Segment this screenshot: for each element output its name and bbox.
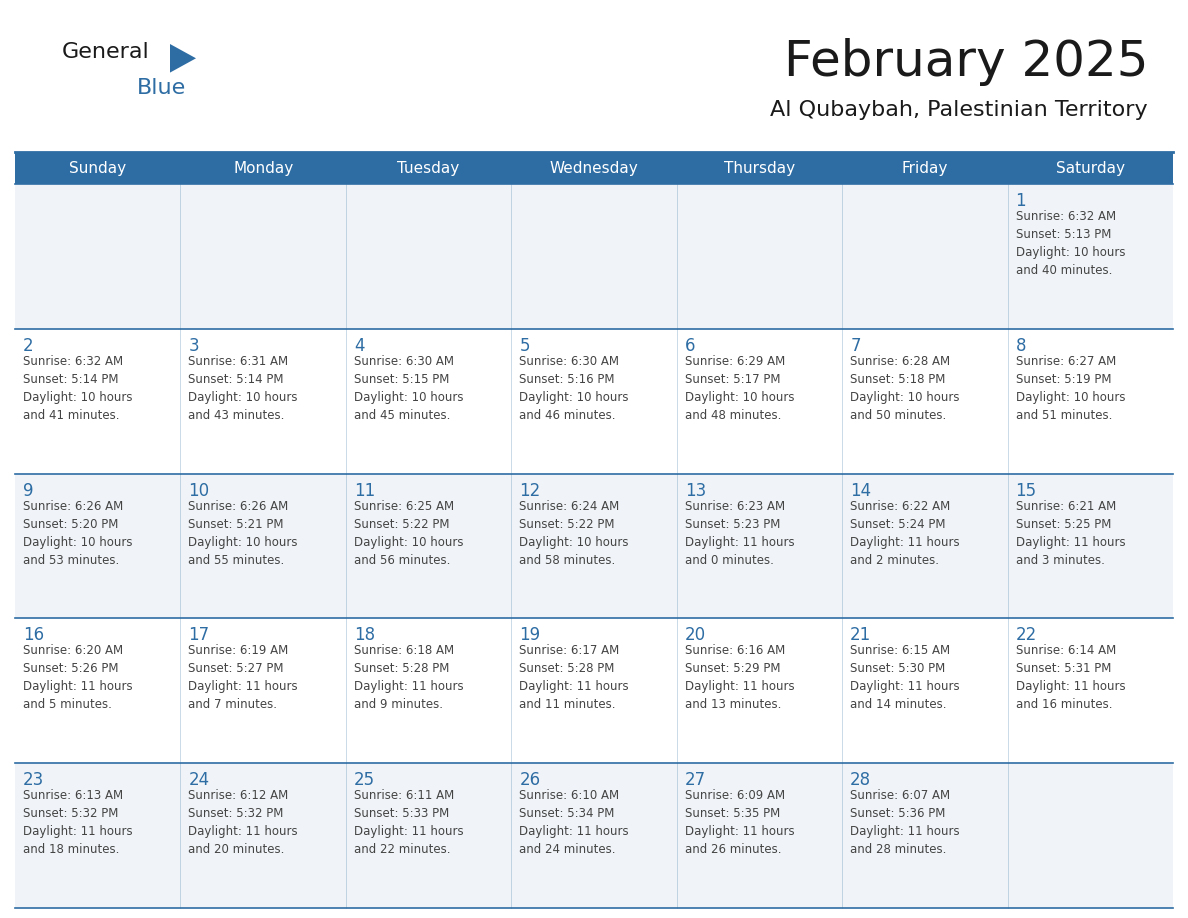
Text: Al Qubaybah, Palestinian Territory: Al Qubaybah, Palestinian Territory [770,100,1148,120]
Text: Sunrise: 6:26 AM
Sunset: 5:21 PM
Daylight: 10 hours
and 55 minutes.: Sunrise: 6:26 AM Sunset: 5:21 PM Dayligh… [189,499,298,566]
Text: 7: 7 [851,337,860,354]
Text: 25: 25 [354,771,375,789]
Text: 26: 26 [519,771,541,789]
Text: Sunrise: 6:09 AM
Sunset: 5:35 PM
Daylight: 11 hours
and 26 minutes.: Sunrise: 6:09 AM Sunset: 5:35 PM Dayligh… [684,789,795,856]
Text: 18: 18 [354,626,375,644]
Bar [15,184,1173,329]
Text: Sunrise: 6:15 AM
Sunset: 5:30 PM
Daylight: 11 hours
and 14 minutes.: Sunrise: 6:15 AM Sunset: 5:30 PM Dayligh… [851,644,960,711]
Text: 8: 8 [1016,337,1026,354]
Text: Thursday: Thursday [723,161,795,175]
Text: Sunrise: 6:32 AM
Sunset: 5:14 PM
Daylight: 10 hours
and 41 minutes.: Sunrise: 6:32 AM Sunset: 5:14 PM Dayligh… [23,354,133,421]
Text: 13: 13 [684,482,706,499]
Text: 14: 14 [851,482,871,499]
Text: Sunrise: 6:17 AM
Sunset: 5:28 PM
Daylight: 11 hours
and 11 minutes.: Sunrise: 6:17 AM Sunset: 5:28 PM Dayligh… [519,644,628,711]
Text: 16: 16 [23,626,44,644]
Text: 17: 17 [189,626,209,644]
Text: 15: 15 [1016,482,1037,499]
Text: 1: 1 [1016,192,1026,210]
Text: 2: 2 [23,337,33,354]
Text: 20: 20 [684,626,706,644]
Text: 3: 3 [189,337,200,354]
Text: 22: 22 [1016,626,1037,644]
Text: Sunrise: 6:31 AM
Sunset: 5:14 PM
Daylight: 10 hours
and 43 minutes.: Sunrise: 6:31 AM Sunset: 5:14 PM Dayligh… [189,354,298,421]
Text: Sunrise: 6:13 AM
Sunset: 5:32 PM
Daylight: 11 hours
and 18 minutes.: Sunrise: 6:13 AM Sunset: 5:32 PM Dayligh… [23,789,133,856]
Text: 27: 27 [684,771,706,789]
Text: Sunrise: 6:25 AM
Sunset: 5:22 PM
Daylight: 10 hours
and 56 minutes.: Sunrise: 6:25 AM Sunset: 5:22 PM Dayligh… [354,499,463,566]
Polygon shape [170,44,196,73]
Text: 10: 10 [189,482,209,499]
Text: 23: 23 [23,771,44,789]
Text: Tuesday: Tuesday [398,161,460,175]
Text: Sunrise: 6:22 AM
Sunset: 5:24 PM
Daylight: 11 hours
and 2 minutes.: Sunrise: 6:22 AM Sunset: 5:24 PM Dayligh… [851,499,960,566]
Text: 12: 12 [519,482,541,499]
Text: Sunrise: 6:12 AM
Sunset: 5:32 PM
Daylight: 11 hours
and 20 minutes.: Sunrise: 6:12 AM Sunset: 5:32 PM Dayligh… [189,789,298,856]
Text: Sunrise: 6:32 AM
Sunset: 5:13 PM
Daylight: 10 hours
and 40 minutes.: Sunrise: 6:32 AM Sunset: 5:13 PM Dayligh… [1016,210,1125,277]
Text: Sunrise: 6:23 AM
Sunset: 5:23 PM
Daylight: 11 hours
and 0 minutes.: Sunrise: 6:23 AM Sunset: 5:23 PM Dayligh… [684,499,795,566]
Text: 28: 28 [851,771,871,789]
Bar [15,763,1173,908]
Text: Sunrise: 6:10 AM
Sunset: 5:34 PM
Daylight: 11 hours
and 24 minutes.: Sunrise: 6:10 AM Sunset: 5:34 PM Dayligh… [519,789,628,856]
Text: Sunrise: 6:24 AM
Sunset: 5:22 PM
Daylight: 10 hours
and 58 minutes.: Sunrise: 6:24 AM Sunset: 5:22 PM Dayligh… [519,499,628,566]
Text: Sunrise: 6:30 AM
Sunset: 5:16 PM
Daylight: 10 hours
and 46 minutes.: Sunrise: 6:30 AM Sunset: 5:16 PM Dayligh… [519,354,628,421]
Text: Sunrise: 6:29 AM
Sunset: 5:17 PM
Daylight: 10 hours
and 48 minutes.: Sunrise: 6:29 AM Sunset: 5:17 PM Dayligh… [684,354,795,421]
Text: Sunrise: 6:11 AM
Sunset: 5:33 PM
Daylight: 11 hours
and 22 minutes.: Sunrise: 6:11 AM Sunset: 5:33 PM Dayligh… [354,789,463,856]
Text: 24: 24 [189,771,209,789]
Text: Sunrise: 6:20 AM
Sunset: 5:26 PM
Daylight: 11 hours
and 5 minutes.: Sunrise: 6:20 AM Sunset: 5:26 PM Dayligh… [23,644,133,711]
Text: Friday: Friday [902,161,948,175]
Text: 5: 5 [519,337,530,354]
Text: 9: 9 [23,482,33,499]
Text: Sunrise: 6:21 AM
Sunset: 5:25 PM
Daylight: 11 hours
and 3 minutes.: Sunrise: 6:21 AM Sunset: 5:25 PM Dayligh… [1016,499,1125,566]
Text: Sunrise: 6:26 AM
Sunset: 5:20 PM
Daylight: 10 hours
and 53 minutes.: Sunrise: 6:26 AM Sunset: 5:20 PM Dayligh… [23,499,133,566]
Text: 21: 21 [851,626,871,644]
Text: Sunrise: 6:19 AM
Sunset: 5:27 PM
Daylight: 11 hours
and 7 minutes.: Sunrise: 6:19 AM Sunset: 5:27 PM Dayligh… [189,644,298,711]
Bar [15,619,1173,763]
Text: February 2025: February 2025 [784,38,1148,86]
Text: Sunrise: 6:27 AM
Sunset: 5:19 PM
Daylight: 10 hours
and 51 minutes.: Sunrise: 6:27 AM Sunset: 5:19 PM Dayligh… [1016,354,1125,421]
Bar [15,329,1173,474]
Text: Sunday: Sunday [69,161,126,175]
Text: Saturday: Saturday [1056,161,1125,175]
Text: Monday: Monday [233,161,293,175]
Text: 6: 6 [684,337,695,354]
Bar [15,152,1173,184]
Text: 19: 19 [519,626,541,644]
Text: Blue: Blue [137,78,187,98]
Text: Sunrise: 6:16 AM
Sunset: 5:29 PM
Daylight: 11 hours
and 13 minutes.: Sunrise: 6:16 AM Sunset: 5:29 PM Dayligh… [684,644,795,711]
Text: Sunrise: 6:14 AM
Sunset: 5:31 PM
Daylight: 11 hours
and 16 minutes.: Sunrise: 6:14 AM Sunset: 5:31 PM Dayligh… [1016,644,1125,711]
Text: General: General [62,42,150,62]
Bar [15,474,1173,619]
Text: 11: 11 [354,482,375,499]
Text: Sunrise: 6:30 AM
Sunset: 5:15 PM
Daylight: 10 hours
and 45 minutes.: Sunrise: 6:30 AM Sunset: 5:15 PM Dayligh… [354,354,463,421]
Text: Sunrise: 6:18 AM
Sunset: 5:28 PM
Daylight: 11 hours
and 9 minutes.: Sunrise: 6:18 AM Sunset: 5:28 PM Dayligh… [354,644,463,711]
Text: 4: 4 [354,337,365,354]
Text: Wednesday: Wednesday [550,161,638,175]
Text: Sunrise: 6:07 AM
Sunset: 5:36 PM
Daylight: 11 hours
and 28 minutes.: Sunrise: 6:07 AM Sunset: 5:36 PM Dayligh… [851,789,960,856]
Text: Sunrise: 6:28 AM
Sunset: 5:18 PM
Daylight: 10 hours
and 50 minutes.: Sunrise: 6:28 AM Sunset: 5:18 PM Dayligh… [851,354,960,421]
